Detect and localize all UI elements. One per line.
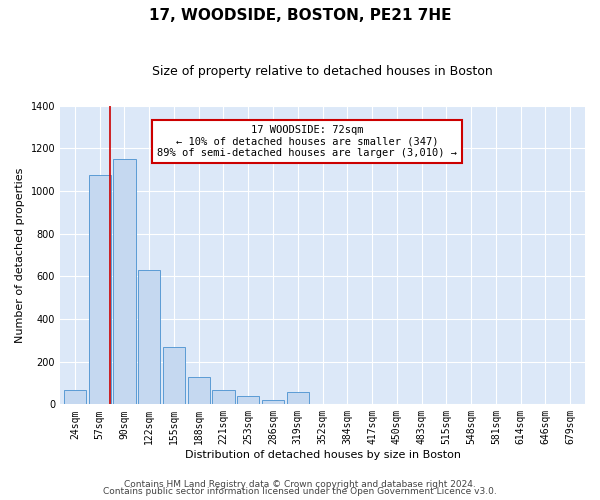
Bar xyxy=(262,400,284,404)
Title: Size of property relative to detached houses in Boston: Size of property relative to detached ho… xyxy=(152,65,493,78)
Bar xyxy=(113,159,136,404)
Bar xyxy=(237,396,259,404)
Bar xyxy=(138,270,160,404)
X-axis label: Distribution of detached houses by size in Boston: Distribution of detached houses by size … xyxy=(185,450,461,460)
Bar xyxy=(163,346,185,405)
Text: Contains HM Land Registry data © Crown copyright and database right 2024.: Contains HM Land Registry data © Crown c… xyxy=(124,480,476,489)
Text: Contains public sector information licensed under the Open Government Licence v3: Contains public sector information licen… xyxy=(103,487,497,496)
Text: 17 WOODSIDE: 72sqm
← 10% of detached houses are smaller (347)
89% of semi-detach: 17 WOODSIDE: 72sqm ← 10% of detached hou… xyxy=(157,125,457,158)
Bar xyxy=(212,390,235,404)
Bar xyxy=(89,175,111,404)
Bar xyxy=(287,392,309,404)
Bar xyxy=(188,376,210,404)
Y-axis label: Number of detached properties: Number of detached properties xyxy=(15,168,25,342)
Text: 17, WOODSIDE, BOSTON, PE21 7HE: 17, WOODSIDE, BOSTON, PE21 7HE xyxy=(149,8,451,22)
Bar xyxy=(64,390,86,404)
